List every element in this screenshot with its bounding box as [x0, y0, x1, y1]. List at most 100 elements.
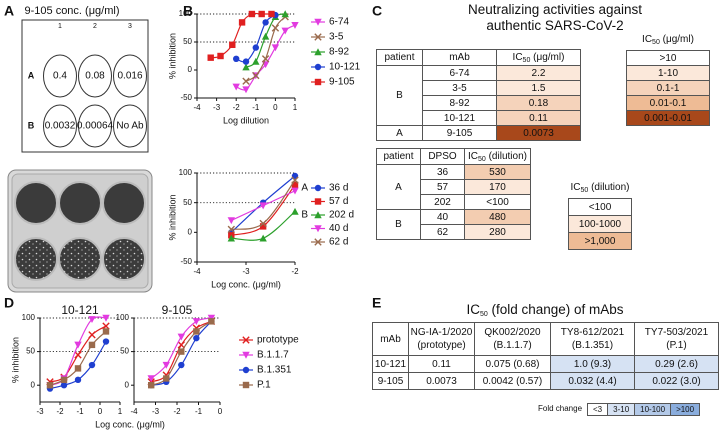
y-tick-label: 0 [31, 380, 36, 389]
legend-row: >10 [626, 50, 710, 66]
data-cell: 170 [464, 179, 531, 195]
fit-curve [49, 316, 107, 386]
marker [229, 41, 236, 48]
legend-marker [314, 184, 322, 192]
x-tick-label: -3 [152, 407, 160, 416]
x-tick-label: 1 [293, 103, 298, 112]
well-outline [78, 54, 112, 98]
legend-marker [314, 225, 322, 233]
data-cell: 280 [464, 224, 531, 240]
marker [74, 341, 82, 349]
marker [291, 187, 299, 195]
marker [148, 382, 155, 389]
legend-table: <100 100-1000 >1,000 [568, 198, 632, 250]
marker [147, 375, 155, 383]
header-cell: NG-IA-1/2020 (prototype) [408, 322, 475, 356]
marker [163, 375, 170, 382]
legend-label: 62 d [329, 237, 348, 248]
marker [193, 334, 200, 342]
marker [227, 217, 235, 225]
header-cell: QK002/2020 (B.1.1.7) [474, 322, 551, 356]
data-cell: 530 [464, 164, 531, 180]
header-cell: mAb [372, 322, 409, 356]
data-cell: 2.2 [496, 65, 581, 81]
y-tick-label: 0 [125, 380, 130, 389]
well [14, 181, 58, 225]
header-cell: TY8-612/2021 (B.1.351) [550, 322, 635, 356]
data-cell: 1.0 (9.3) [550, 355, 635, 373]
legend-row: 0.01-0.1 [626, 95, 710, 111]
y-tick-label: 100 [179, 168, 193, 177]
header-row: patient DPSO IC50 (dilution) [376, 148, 531, 165]
data-cell: 3-5 [422, 80, 497, 96]
header-line: QK002/2020 [484, 327, 541, 338]
marker [227, 234, 235, 242]
marker [259, 202, 267, 210]
marker [232, 83, 240, 91]
well-outline [113, 104, 147, 148]
legend-label: P.1 [257, 380, 271, 391]
marker [217, 52, 224, 60]
data-cell: 8-92 [422, 95, 497, 111]
fold-legend-cell: 10-100 [634, 403, 672, 416]
marker [271, 44, 280, 52]
legend-cell: <100 [568, 198, 632, 216]
well [14, 237, 58, 281]
legend-marker [242, 336, 250, 344]
well-outline [78, 104, 112, 148]
data-cell: 0.022 (3.0) [634, 372, 719, 390]
plate-title: 9-105 conc. (μg/ml) [25, 5, 120, 17]
header-cell: DPSO [420, 148, 465, 165]
data-cell: 1.5 [496, 80, 581, 96]
x-tick-label: -1 [252, 103, 260, 112]
data-cell: 0.075 (0.68) [474, 355, 551, 373]
header-line: (P.1) [666, 340, 687, 351]
column-label: 1 [58, 23, 62, 30]
marker [88, 316, 96, 324]
legend-label: 57 d [329, 196, 348, 207]
legend-cell: 0.01-0.1 [626, 95, 710, 111]
x-tick-label: -3 [36, 407, 44, 416]
data-cell: 9-105 [372, 372, 409, 390]
legend-label: 3-5 [329, 32, 344, 43]
fold-legend-cell: 3-10 [607, 403, 636, 416]
data-row: A 36 530 [376, 164, 531, 210]
marker [74, 376, 82, 384]
row-label: A [28, 70, 35, 80]
data-table: patient mAb IC50 (μg/ml) B 6-74 2.2 3-5 1.5 8-92… [376, 49, 581, 141]
well-label: 0.4 [53, 71, 67, 82]
data-cell: 0.0073 [408, 372, 475, 390]
y-tick-label: 0 [188, 65, 193, 74]
fold-legend-cell: >100 [670, 403, 701, 416]
marker [291, 181, 299, 189]
plate-layout-box [21, 19, 149, 153]
legend-row: 0.1-1 [626, 80, 710, 96]
x-tick-label: 0 [273, 103, 278, 112]
text-part: (dilution) [588, 182, 630, 193]
well [58, 181, 102, 225]
header-row: mAb NG-IA-1/2020 (prototype) QK002/2020 (B.1… [372, 322, 719, 356]
y-tick-label: 50 [120, 347, 129, 356]
panel-label: B [183, 3, 193, 19]
data-cell: 0.18 [496, 95, 581, 111]
group-cell: A [376, 125, 423, 141]
data-cell: 480 [464, 209, 531, 225]
y-tick-label: 50 [26, 347, 35, 356]
fold-legend: <3 3-10 10-100 >100 [586, 403, 701, 416]
y-axis-label: % inhibition [10, 337, 20, 383]
legend-marker [314, 198, 322, 205]
text-part: IC [466, 302, 480, 317]
text-part: (μg/ml) [530, 52, 565, 63]
data-cell: 0.0042 (0.57) [474, 372, 551, 390]
data-cell: <100 [464, 194, 531, 210]
marker [177, 333, 185, 341]
well-outline [43, 104, 77, 148]
panel-label: A [4, 3, 14, 19]
data-row: 62 280 [377, 224, 531, 240]
fit-curve [49, 325, 107, 383]
marker [192, 318, 201, 326]
marker [252, 44, 259, 51]
text-part: IC [512, 52, 523, 63]
data-cell: 10-121 [372, 355, 409, 373]
